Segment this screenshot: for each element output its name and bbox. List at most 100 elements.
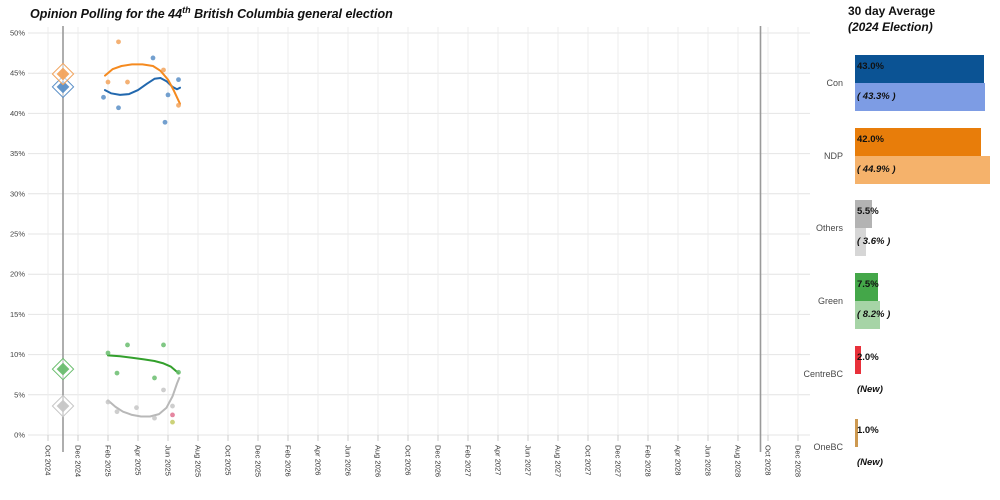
y-tick-label: 45%	[10, 69, 25, 78]
y-tick-label: 35%	[10, 149, 25, 158]
polling-chart: 0% 5% 10% 15% 20% 25% 30% 35% 40% 45% 50% Oct 2024 D…	[10, 26, 810, 477]
y-tick-label: 5%	[14, 390, 25, 399]
poll-point-ndp	[105, 79, 111, 85]
chart-title: Opinion Polling for the 44th British Col…	[30, 5, 393, 21]
election-result-diamond-others	[56, 399, 70, 413]
poll-point-centrebc	[170, 412, 175, 418]
legend-panel: 30 day Average (2024 Election) Con 43.0% (…	[780, 0, 1000, 500]
avg-bar-con	[855, 55, 984, 83]
poll-point-con	[162, 119, 168, 125]
poll-point-ndp	[176, 102, 181, 108]
party-label-onebc: OneBC	[813, 442, 843, 452]
x-tick-label: Oct 2026	[404, 445, 413, 475]
x-tick-label: Feb 2025	[104, 445, 113, 477]
y-tick-label: 10%	[10, 350, 25, 359]
avg-value-con: 43.0%	[857, 61, 884, 72]
poll-point-con	[101, 94, 106, 100]
x-tick-label: Feb 2028	[644, 445, 653, 477]
legend-row-ndp: NDP 42.0% ( 44.9% )	[780, 128, 1000, 188]
y-tick-label: 25%	[10, 230, 25, 239]
x-tick-label: Dec 2027	[614, 445, 623, 477]
series-con	[51, 55, 181, 125]
series-green	[51, 342, 181, 381]
party-label-ndp: NDP	[823, 151, 843, 161]
new-label-centrebc: (New)	[857, 384, 883, 395]
poll-point-others	[170, 403, 175, 409]
result-bar-others	[855, 228, 866, 256]
poll-point-con	[150, 55, 156, 61]
y-tick-label: 0%	[14, 431, 25, 440]
poll-point-green	[176, 369, 181, 375]
legend-row-con: Con 43.0% ( 43.3% )	[780, 55, 1000, 115]
election-result-diamond-green	[56, 362, 70, 376]
avg-value-ndp: 42.0%	[857, 134, 884, 145]
x-tick-label: Aug 2025	[194, 445, 203, 477]
x-tick-label: Feb 2026	[284, 445, 293, 477]
legend-row-green: Green 7.5% ( 8.2% )	[780, 273, 1000, 333]
avg-bar-centrebc	[855, 346, 861, 374]
result-value-green: ( 8.2% )	[857, 309, 891, 320]
legend-row-onebc: OneBC 1.0% (New)	[780, 419, 1000, 479]
poll-point-con	[116, 105, 121, 111]
poll-point-others	[105, 399, 111, 405]
result-bar-ndp	[855, 156, 990, 184]
y-tick-label: 40%	[10, 109, 25, 118]
x-tick-label: Dec 2026	[434, 445, 443, 477]
chart-title-superscript: th	[182, 5, 191, 15]
poll-point-ndp	[125, 79, 130, 85]
poll-point-green	[105, 350, 111, 356]
x-tick-label: Oct 2027	[584, 445, 593, 475]
poll-point-green	[152, 375, 157, 381]
poll-point-onebc	[170, 419, 175, 425]
chart-title-suffix: British Columbia general election	[190, 7, 393, 22]
result-value-ndp: ( 44.9% )	[857, 164, 896, 175]
party-label-others: Others	[815, 223, 843, 233]
x-tick-label: Oct 2024	[44, 445, 53, 475]
x-tick-label: Apr 2026	[314, 445, 323, 475]
result-value-others: ( 3.6% )	[857, 236, 891, 247]
x-tick-label: Apr 2025	[134, 445, 143, 475]
avg-bar-green	[855, 273, 878, 301]
series-onebc	[170, 419, 175, 425]
avg-value-centrebc: 2.0%	[857, 352, 879, 363]
result-bar-green	[855, 301, 880, 329]
party-label-green: Green	[817, 296, 843, 306]
x-tick-label: Jun 2027	[524, 445, 533, 476]
trend-line-green	[107, 354, 180, 375]
party-label-con: Con	[826, 78, 843, 88]
poll-point-others	[134, 405, 139, 411]
y-tick-label: 20%	[10, 270, 25, 279]
trend-line-con	[104, 77, 181, 96]
avg-value-onebc: 1.0%	[857, 425, 879, 436]
x-tick-label: Jun 2025	[164, 445, 173, 476]
avg-bar-ndp	[855, 128, 981, 156]
y-tick-label: 15%	[10, 310, 25, 319]
poll-point-green	[114, 370, 120, 376]
panel-title: 30 day Average	[848, 4, 936, 18]
chart-title-prefix: Opinion Polling for the 44	[30, 7, 183, 22]
x-tick-label: Dec 2028	[794, 445, 803, 477]
x-tick-label: Apr 2027	[494, 445, 503, 475]
trend-line-ndp	[104, 63, 181, 105]
avg-value-green: 7.5%	[857, 279, 879, 290]
party-label-centrebc: CentreBC	[803, 369, 843, 379]
x-tick-label: Apr 2028	[674, 445, 683, 475]
poll-point-others	[152, 415, 157, 421]
result-value-con: ( 43.3% )	[857, 91, 896, 102]
poll-point-green	[161, 342, 166, 348]
x-grid-and-labels: Oct 2024 Dec 2024 Feb 2025 Apr 2025 Jun 2025…	[44, 27, 803, 477]
x-tick-label: Oct 2025	[224, 445, 233, 475]
series-ndp	[51, 39, 181, 108]
poll-point-con	[165, 92, 171, 98]
result-bar-con	[855, 83, 985, 111]
x-tick-label: Oct 2028	[764, 445, 773, 475]
legend-row-others: Others 5.5% ( 3.6% )	[780, 200, 1000, 260]
series-others	[51, 376, 181, 421]
y-tick-label: 30%	[10, 189, 25, 198]
x-tick-label: Jun 2028	[704, 445, 713, 476]
x-tick-label: Feb 2027	[464, 445, 473, 477]
avg-bar-others	[855, 200, 872, 228]
y-tick-label: 50%	[10, 29, 25, 38]
poll-point-ndp	[116, 39, 121, 45]
